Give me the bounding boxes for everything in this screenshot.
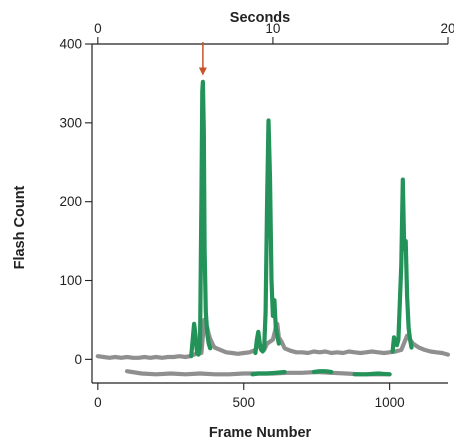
series-line-green-7 (352, 371, 392, 377)
x-tick-label: 0 (94, 395, 102, 410)
y-tick-label: 100 (59, 273, 82, 288)
y-tick-label: 400 (59, 37, 82, 52)
series-line-green-1 (189, 79, 213, 359)
x-tick-label: 500 (232, 395, 255, 410)
x2-axis-title: Seconds (230, 10, 290, 26)
x2-tick-label: 20 (440, 21, 454, 36)
series-line-green-2 (253, 118, 281, 356)
x2-tick-label: 0 (94, 21, 102, 36)
series-line-green-6 (311, 369, 334, 375)
y-axis-title: Flash Count (12, 185, 28, 269)
series-line-green-3 (390, 177, 414, 354)
arrow-head (198, 67, 207, 76)
y-tick-label: 300 (59, 115, 82, 130)
series-line-green-5 (250, 369, 287, 377)
x-axis-title: Frame Number (209, 425, 312, 441)
x2-tick-label: 10 (265, 21, 280, 36)
y-tick-label: 0 (74, 352, 82, 367)
y-tick-label: 200 (59, 194, 82, 209)
x-tick-label: 1000 (375, 395, 405, 410)
